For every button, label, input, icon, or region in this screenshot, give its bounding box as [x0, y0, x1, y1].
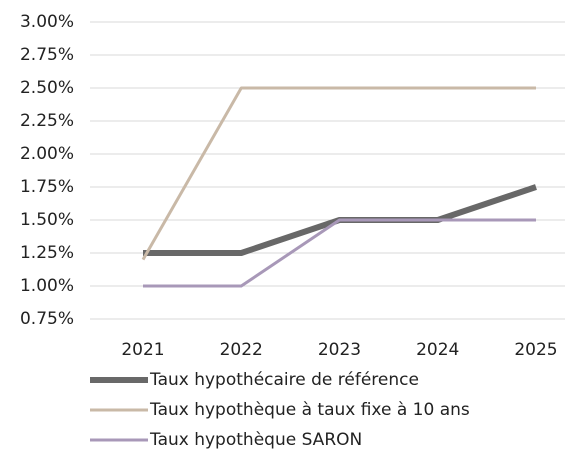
y-tick-label: 1.00%	[20, 276, 74, 296]
y-tick-label: 2.00%	[20, 144, 74, 164]
y-tick-label: 2.75%	[20, 45, 74, 65]
y-tick-label: 1.50%	[20, 210, 74, 230]
legend-label: Taux hypothécaire de référence	[149, 370, 419, 390]
x-tick-label: 2024	[416, 340, 459, 360]
x-tick-label: 2021	[121, 340, 164, 360]
y-tick-label: 3.00%	[20, 12, 74, 32]
series-line	[141, 86, 536, 261]
y-tick-label: 0.75%	[20, 309, 74, 329]
y-tick-label: 1.25%	[20, 243, 74, 263]
legend-label: Taux hypothèque à taux fixe à 10 ans	[149, 400, 470, 420]
x-tick-label: 2025	[514, 340, 557, 360]
x-tick-label: 2023	[318, 340, 361, 360]
legend-label: Taux hypothèque SARON	[149, 430, 362, 450]
y-tick-label: 1.75%	[20, 177, 74, 197]
x-tick-label: 2022	[220, 340, 263, 360]
y-tick-label: 2.50%	[20, 78, 74, 98]
y-tick-label: 2.25%	[20, 111, 74, 131]
series-line	[143, 218, 536, 288]
